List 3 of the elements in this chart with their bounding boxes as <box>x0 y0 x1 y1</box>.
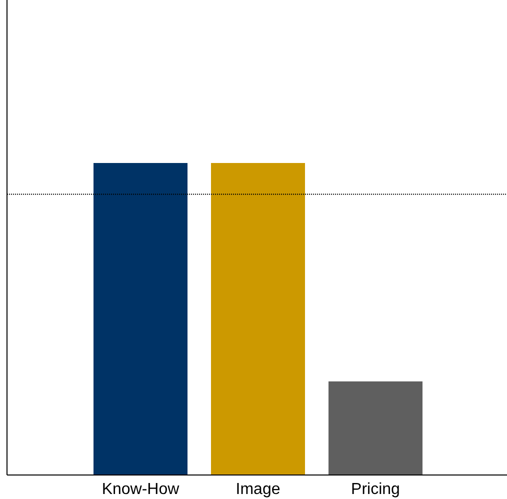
x-tick-label: Pricing <box>351 481 400 498</box>
x-tick-label: Image <box>236 481 280 498</box>
x-tick-label: Know-How <box>102 481 180 498</box>
